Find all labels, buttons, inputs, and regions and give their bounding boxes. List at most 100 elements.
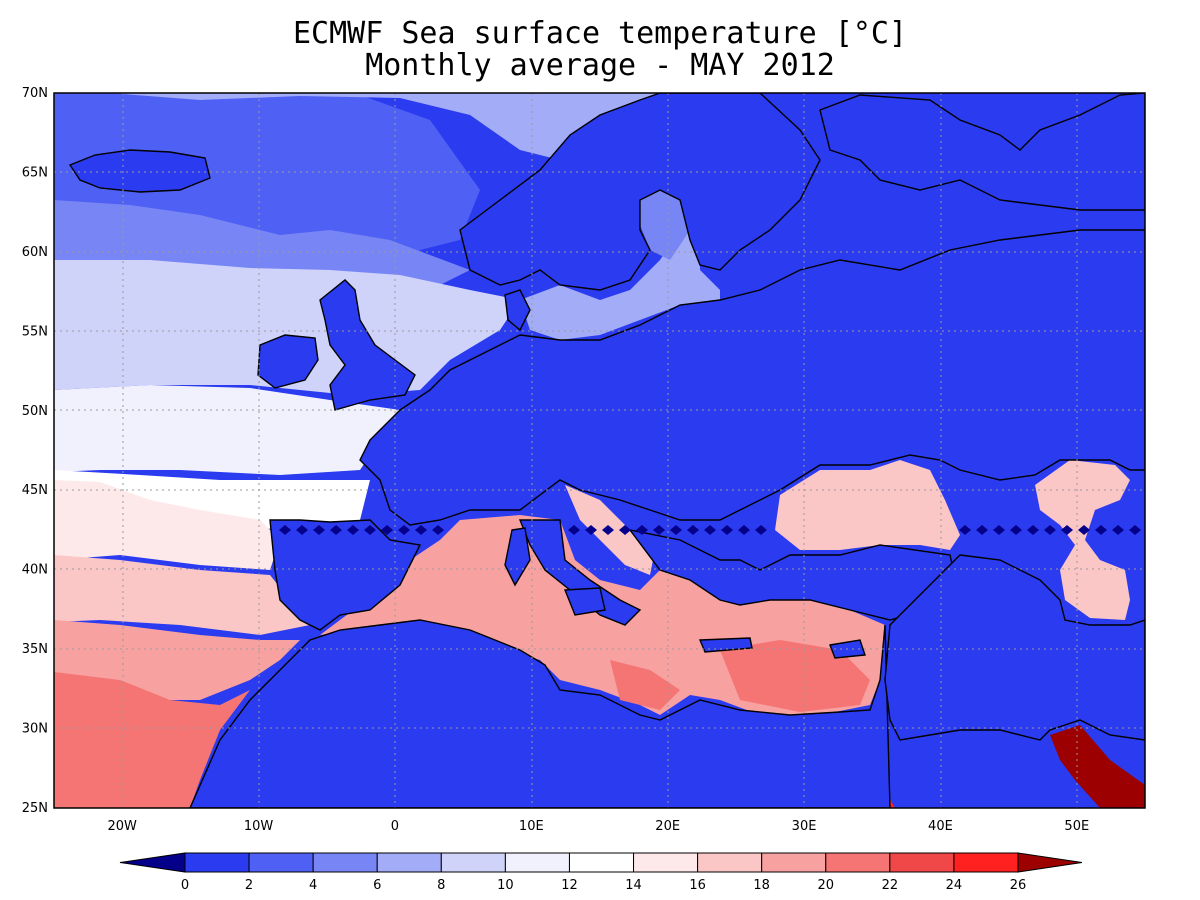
colorbar-tick-label: 26 — [1010, 878, 1027, 893]
colorbar-tick-label: 14 — [625, 878, 642, 893]
middle-east — [884, 554, 1145, 741]
atlantic-band-14-16 — [54, 480, 280, 570]
colorbar-tick-label: 20 — [817, 878, 834, 893]
artifact-diamond — [432, 524, 444, 535]
gridlines — [54, 93, 1145, 808]
artifact-diamond — [568, 524, 580, 535]
plot-frame — [53, 92, 1146, 809]
continental-europe — [359, 229, 1145, 526]
colorbar-segment — [184, 852, 250, 873]
colorbar-low-arrow — [119, 852, 186, 873]
colorbar-tick-label: 18 — [753, 878, 770, 893]
lon-label-30E: 30E — [792, 819, 817, 834]
persian-gulf — [1050, 725, 1145, 808]
atlantic-band-10-12 — [54, 385, 400, 475]
colorbar-segment — [568, 852, 635, 873]
artifact-diamond — [296, 524, 308, 535]
lat-label-40N: 40N — [22, 563, 48, 578]
artifact-diamond — [1095, 524, 1107, 535]
colorbar-segment — [248, 852, 314, 873]
artifact-diamond — [976, 524, 988, 535]
lon-label-20W: 20W — [107, 819, 137, 834]
sicily — [563, 587, 606, 616]
latitude-labels: 70N 65N 60N 55N 50N 45N 40N 35N 30N 25N — [22, 86, 48, 816]
colorbar-tick-label: 12 — [561, 878, 578, 893]
longitude-labels: 20W 10W 0 10E 20E 30E 40E 50E — [107, 819, 1089, 834]
temperature-field — [54, 93, 1145, 808]
colorbar-tick-label: 16 — [689, 878, 706, 893]
atlantic-band-6-8 — [54, 93, 660, 160]
map-subtitle: Monthly average - MAY 2012 — [365, 48, 835, 83]
artifact-diamond — [364, 524, 376, 535]
artifact-diamond — [704, 524, 716, 535]
artifact-diamond — [721, 524, 733, 535]
colorbar-segment — [953, 852, 1019, 873]
colorbar-tick-label: 8 — [437, 878, 445, 893]
artifact-diamond — [1078, 524, 1090, 535]
artifact-diamond — [755, 524, 767, 535]
colorbar-segment — [825, 852, 891, 873]
lat-label-70N: 70N — [22, 86, 48, 101]
artifact-diamond — [313, 524, 325, 535]
colorbar-tick-label: 2 — [245, 878, 253, 893]
lat-label-45N: 45N — [22, 483, 48, 498]
lon-label-40E: 40E — [928, 819, 953, 834]
gulf-of-bothnia — [640, 190, 690, 260]
atlantic-band-20-22 — [54, 672, 250, 808]
artifact-diamond — [602, 524, 614, 535]
artifact-diamond — [1129, 524, 1141, 535]
colorbar-segment — [697, 852, 763, 873]
caspian-sea — [1035, 460, 1130, 620]
artifact-diamond — [993, 524, 1005, 535]
lat-label-65N: 65N — [22, 165, 48, 180]
land-masses — [68, 93, 1145, 808]
great-britain — [319, 279, 416, 411]
lat-label-50N: 50N — [22, 404, 48, 419]
atlantic-band-12-14 — [54, 470, 370, 530]
lon-label-50E: 50E — [1064, 819, 1089, 834]
artifact-diamond — [636, 524, 648, 535]
colorbar-segment — [504, 852, 570, 873]
lat-label-60N: 60N — [22, 245, 48, 260]
artifact-diamond — [1112, 524, 1124, 535]
lat-label-30N: 30N — [22, 722, 48, 737]
colorbar-tick-label: 24 — [946, 878, 963, 893]
artifact-diamond — [1010, 524, 1022, 535]
artifact-diamond — [330, 524, 342, 535]
levant-warm — [720, 640, 870, 712]
artifact-diamond — [585, 524, 597, 535]
denmark — [504, 289, 531, 332]
artifact-diamond — [687, 524, 699, 535]
artifact-diamond — [279, 524, 291, 535]
russia-north — [819, 93, 1145, 211]
italy — [518, 519, 642, 626]
artifact-diamond — [738, 524, 750, 535]
iberia — [269, 519, 422, 631]
colorbar-segment — [376, 852, 442, 873]
artifact-diamond — [653, 524, 665, 535]
artifact-diamond — [619, 524, 631, 535]
lon-label-20E: 20E — [655, 819, 680, 834]
north-africa — [189, 619, 891, 808]
lon-label-10W: 10W — [244, 819, 274, 834]
artifact-diamond — [670, 524, 682, 535]
artifact-diamond — [1027, 524, 1039, 535]
colorbar-segment — [312, 852, 378, 873]
lon-label-10E: 10E — [519, 819, 544, 834]
artifact-diamond — [1061, 524, 1073, 535]
colorbar-high-arrow — [1017, 852, 1083, 873]
lon-label-0: 0 — [391, 819, 399, 834]
lat-label-55N: 55N — [22, 324, 48, 339]
lat-label-25N: 25N — [22, 801, 48, 816]
atlantic-band-8-10 — [54, 260, 520, 395]
colorbar-segment — [440, 852, 506, 873]
iceland — [68, 149, 211, 193]
artifact-diamond — [381, 524, 393, 535]
atlantic-band-16-18 — [54, 555, 310, 635]
artifact-diamond — [347, 524, 359, 535]
artifact-row — [279, 524, 1141, 535]
ireland — [257, 334, 319, 389]
artifact-diamond — [398, 524, 410, 535]
colorbar-tick-label: 4 — [309, 878, 317, 893]
